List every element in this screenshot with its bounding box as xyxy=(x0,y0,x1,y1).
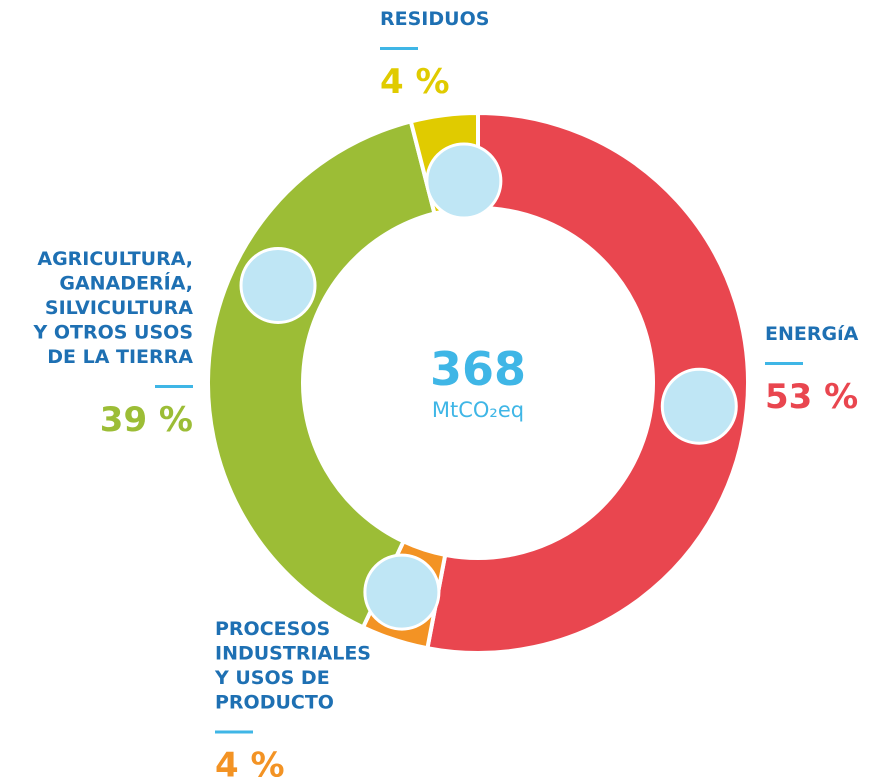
label-dash xyxy=(215,730,253,734)
label-dash xyxy=(155,385,193,388)
icon-circle xyxy=(660,367,738,445)
center-unit: MtCO₂eq xyxy=(432,398,524,422)
category-label: PROCESOS INDUSTRIALES Y USOS DE PRODUCTO xyxy=(214,618,371,714)
category-label: AGRICULTURA, GANADERÍA, SILVICULTURA Y OTRO… xyxy=(32,248,193,368)
icon-circle xyxy=(425,142,503,220)
value-label: 39 % xyxy=(100,400,193,440)
label-dash xyxy=(765,362,803,365)
icon-circle xyxy=(239,246,317,324)
icon-circle xyxy=(363,553,441,631)
center-value: 368 xyxy=(430,342,526,396)
label-dash xyxy=(380,47,418,50)
value-label: 53 % xyxy=(765,377,858,417)
category-label: RESIDUOS xyxy=(380,8,489,30)
donut-segment xyxy=(425,110,750,655)
value-label: 4 % xyxy=(380,62,450,102)
category-label: ENERGíA xyxy=(765,323,859,345)
donut-segment xyxy=(206,119,437,630)
value-label: 4 % xyxy=(215,746,285,779)
